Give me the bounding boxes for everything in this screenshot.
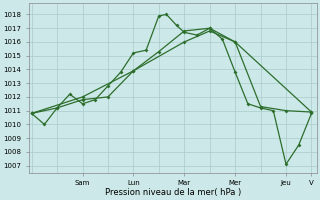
X-axis label: Pression niveau de la mer( hPa ): Pression niveau de la mer( hPa ) [105,188,241,197]
